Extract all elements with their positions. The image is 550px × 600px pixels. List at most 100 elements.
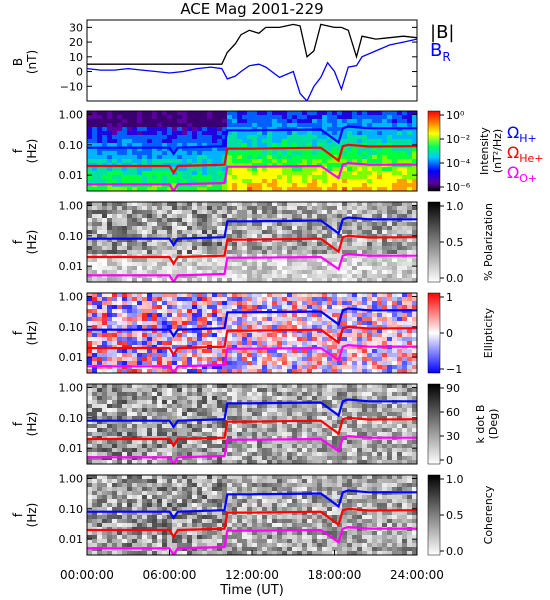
heatmap-cell: [187, 127, 193, 132]
heatmap-cell: [132, 337, 138, 342]
heatmap-cell: [197, 143, 203, 148]
heatmap-cell: [107, 139, 113, 144]
heatmap-cell: [352, 187, 358, 191]
heatmap-cell: [312, 115, 318, 120]
heatmap-cell: [117, 123, 123, 128]
heatmap-cell: [292, 214, 298, 219]
heatmap-cell: [297, 246, 303, 251]
heatmap-cell: [352, 127, 358, 132]
heatmap-cell: [152, 301, 158, 306]
heatmap-cell: [352, 171, 358, 176]
heatmap-cell: [182, 218, 188, 223]
heatmap-cell: [337, 278, 343, 282]
heatmap-cell: [292, 317, 298, 322]
heatmap-cell: [292, 297, 298, 302]
heatmap-cell: [252, 424, 258, 429]
heatmap-cell: [192, 258, 198, 263]
heatmap-cell: [387, 119, 393, 124]
heatmap-cell: [192, 444, 198, 449]
heatmap-cell: [152, 452, 158, 457]
heatmap-cell: [397, 171, 403, 176]
heatmap-cell: [262, 424, 268, 429]
heatmap-cell: [342, 309, 348, 314]
heatmap-cell: [287, 159, 293, 164]
heatmap-cell: [152, 349, 158, 354]
heatmap-cell: [232, 345, 238, 350]
heatmap-cell: [257, 187, 263, 191]
heatmap-cell: [262, 278, 268, 282]
heatmap-cell: [347, 258, 353, 263]
heatmap-cell: [152, 115, 158, 120]
heatmap-cell: [102, 222, 108, 227]
heatmap-cell: [407, 123, 413, 128]
heatmap-cell: [92, 408, 98, 413]
heatmap-cell: [392, 131, 398, 136]
heatmap-cell: [162, 139, 168, 144]
heatmap-cell: [127, 139, 133, 144]
heatmap-cell: [202, 143, 208, 148]
heatmap-cell: [277, 436, 283, 441]
heatmap-cell: [342, 313, 348, 318]
heatmap-cell: [187, 456, 193, 461]
heatmap-cell: [167, 412, 173, 417]
heatmap-cell: [387, 297, 393, 302]
heatmap-cell: [222, 297, 228, 302]
heatmap-cell: [307, 325, 313, 330]
heatmap-cell: [107, 250, 113, 255]
heatmap-cell: [107, 341, 113, 346]
heatmap-cell: [332, 270, 338, 275]
heatmap-cell: [227, 258, 233, 263]
heatmap-cell: [297, 238, 303, 243]
heatmap-cell: [167, 127, 173, 132]
heatmap-cell: [167, 416, 173, 421]
heatmap-cell: [352, 353, 358, 358]
heatmap-cell: [137, 384, 143, 389]
heatmap-cell: [237, 274, 243, 279]
heatmap-cell: [242, 139, 248, 144]
heatmap-cell: [262, 396, 268, 401]
heatmap-cell: [137, 341, 143, 346]
heatmap-cell: [227, 123, 233, 128]
heatmap-cell: [392, 297, 398, 302]
heatmap-cell: [292, 436, 298, 441]
heatmap-cell: [367, 321, 373, 326]
heatmap-cell: [267, 357, 273, 362]
heatmap-cell: [387, 187, 393, 191]
heatmap-cell: [257, 301, 263, 306]
heatmap-cell: [137, 400, 143, 405]
heatmap-cell: [412, 333, 417, 338]
heatmap-cell: [412, 222, 417, 227]
heatmap-cell: [117, 131, 123, 136]
heatmap-cell: [182, 187, 188, 191]
heatmap-cell: [252, 317, 258, 322]
heatmap-cell: [287, 408, 293, 413]
heatmap-cell: [197, 123, 203, 128]
heatmap-cell: [122, 230, 128, 235]
heatmap-cell: [212, 222, 218, 227]
heatmap-cell: [372, 222, 378, 227]
heatmap-cell: [377, 278, 383, 282]
heatmap-cell: [392, 333, 398, 338]
heatmap-cell: [317, 202, 323, 207]
heatmap-cell: [172, 388, 178, 393]
heatmap-cell: [387, 115, 393, 120]
heatmap-cell: [302, 305, 308, 310]
heatmap-cell: [177, 123, 183, 128]
heatmap-cell: [337, 258, 343, 263]
heatmap-cell: [357, 155, 363, 160]
heatmap-cell: [347, 278, 353, 282]
heatmap-cell: [132, 361, 138, 366]
heatmap-cell: [127, 179, 133, 184]
heatmap-cell: [367, 349, 373, 354]
heatmap-cell: [192, 250, 198, 255]
heatmap-cell: [357, 301, 363, 306]
heatmap-cell: [132, 155, 138, 160]
heatmap-cell: [247, 416, 253, 421]
heatmap-cell: [327, 111, 333, 116]
heatmap-cell: [257, 202, 263, 207]
heatmap-cell: [307, 420, 313, 425]
heatmap-cell: [332, 329, 338, 334]
heatmap-cell: [247, 452, 253, 457]
heatmap-cell: [277, 206, 283, 211]
heatmap-cell: [312, 432, 318, 437]
